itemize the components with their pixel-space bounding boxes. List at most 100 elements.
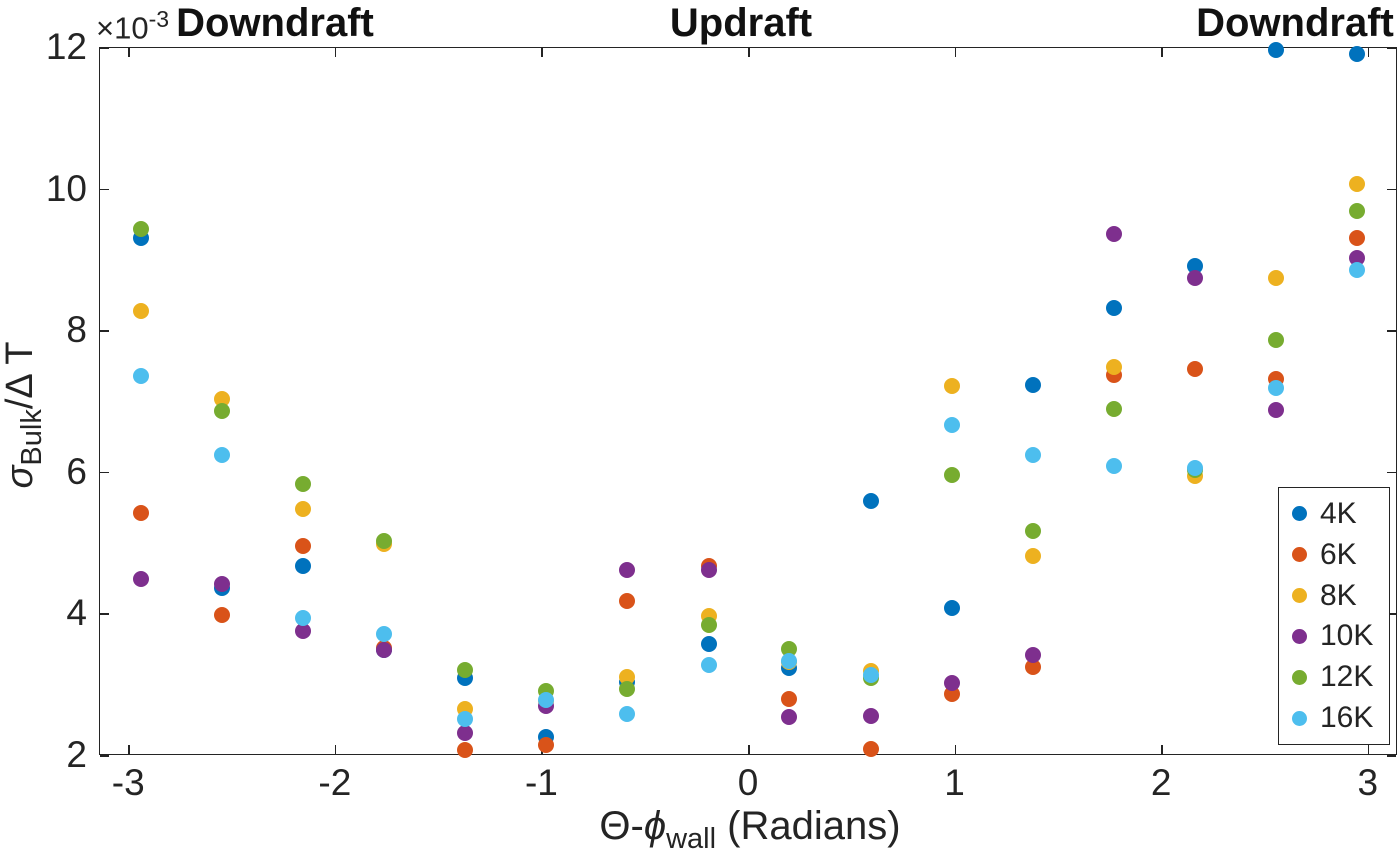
x-tick-label: 0	[737, 762, 759, 803]
exponent-base: ×10	[96, 10, 149, 46]
y-tick-mark	[100, 755, 109, 757]
data-point-12K	[457, 662, 474, 679]
data-point-12K	[1349, 202, 1366, 219]
data-point-4K	[1187, 258, 1204, 275]
data-point-10K	[619, 561, 636, 578]
data-point-8K	[1349, 175, 1366, 192]
data-point-12K	[619, 680, 636, 697]
data-point-6K	[1349, 229, 1366, 246]
data-point-12K	[213, 403, 230, 420]
legend-marker-8K	[1292, 588, 1307, 604]
x-tick-mark	[334, 745, 337, 754]
data-point-10K	[1187, 270, 1204, 287]
y-tick-label: 4	[66, 592, 87, 634]
x-tick-mark	[954, 745, 957, 754]
data-point-12K	[781, 641, 798, 658]
x-tick-label: 2	[1150, 762, 1172, 803]
data-point-10K	[781, 709, 798, 726]
data-point-10K	[700, 561, 717, 578]
data-point-12K	[132, 220, 149, 237]
data-point-12K	[294, 476, 311, 493]
y-axis-exponent: ×10-3	[96, 6, 169, 46]
legend-marker-4K	[1292, 506, 1307, 522]
data-point-16K	[1024, 447, 1041, 464]
legend-label-10K: 10K	[1320, 619, 1374, 653]
y-tick-mark	[100, 47, 109, 49]
annotation-updraft: Updraft	[669, 1, 813, 45]
x-tick-label: 3	[1357, 762, 1379, 803]
x-tick-label: -2	[318, 762, 352, 803]
data-point-8K	[943, 377, 960, 394]
x-tick-mark-top	[1161, 48, 1163, 57]
plot-area	[99, 42, 1397, 759]
xlabel-subscript: wall	[666, 823, 717, 855]
legend-marker-6K	[1292, 547, 1307, 563]
data-point-8K	[213, 391, 230, 408]
data-point-16K	[1349, 262, 1366, 279]
data-point-16K	[538, 692, 555, 709]
y-tick-mark-right	[1387, 613, 1396, 615]
x-tick-mark	[748, 745, 750, 754]
data-point-6K	[457, 742, 474, 759]
legend-entry-6K: 6K	[1292, 537, 1389, 571]
y-tick-mark	[100, 330, 109, 332]
data-point-4K	[700, 636, 717, 653]
xlabel-suffix: (Radians)	[716, 804, 901, 848]
data-point-10K	[213, 575, 230, 592]
legend-label-6K: 6K	[1320, 537, 1357, 571]
data-point-8K	[1024, 548, 1041, 565]
y-tick-label: 10	[45, 167, 87, 209]
data-point-10K	[862, 708, 879, 725]
y-tick-mark-right	[1387, 471, 1396, 474]
data-point-8K	[619, 668, 636, 685]
data-point-4K	[1349, 45, 1366, 62]
x-axis-label: Θ-ϕwall (Radians)	[599, 804, 900, 856]
ylabel-subscript: Bulk	[15, 409, 48, 466]
x-tick-mark-top	[334, 48, 337, 57]
x-tick-mark-top	[541, 48, 543, 57]
y-axis-label: σBulk/Δ T	[0, 342, 49, 489]
data-point-6K	[1187, 360, 1204, 377]
x-tick-mark	[1161, 745, 1163, 754]
data-point-4K	[1268, 42, 1285, 59]
data-point-12K	[1268, 331, 1285, 348]
data-point-16K	[1187, 459, 1204, 476]
legend-marker-10K	[1292, 628, 1307, 644]
data-point-4K	[294, 558, 311, 575]
legend-label-8K: 8K	[1320, 578, 1357, 612]
y-tick-label: 8	[66, 309, 87, 351]
x-tick-label: -3	[111, 762, 145, 803]
y-tick-mark-right	[1387, 188, 1396, 191]
annotation-downdraft: Downdraft	[176, 1, 374, 45]
data-point-10K	[457, 725, 474, 742]
data-point-16K	[132, 367, 149, 384]
data-point-6K	[619, 592, 636, 609]
data-point-8K	[132, 302, 149, 319]
data-point-4K	[862, 493, 879, 510]
legend: 4K 6K 8K 10K 12K 16K	[1278, 487, 1390, 745]
data-point-16K	[457, 711, 474, 728]
data-point-8K	[1106, 359, 1123, 376]
y-tick-mark	[100, 613, 109, 615]
legend-label-16K: 16K	[1320, 701, 1374, 735]
x-tick-mark	[1367, 745, 1370, 754]
x-tick-label: -1	[524, 762, 558, 803]
ylabel-suffix: /Δ T	[0, 341, 42, 410]
x-tick-mark-top	[954, 48, 957, 57]
data-point-12K	[1024, 522, 1041, 539]
x-tick-mark-top	[1367, 48, 1370, 57]
data-point-16K	[375, 626, 392, 643]
data-point-16K	[619, 705, 636, 722]
data-point-16K	[213, 447, 230, 464]
data-point-10K	[132, 571, 149, 587]
legend-entry-8K: 8K	[1292, 578, 1389, 612]
data-point-12K	[375, 532, 392, 549]
data-point-6K	[132, 505, 149, 522]
annotation-downdraft: Downdraft	[1196, 1, 1394, 45]
data-point-12K	[943, 466, 960, 483]
data-point-16K	[700, 656, 717, 673]
data-point-6K	[862, 740, 879, 757]
x-tick-mark	[128, 745, 130, 754]
y-tick-label: 2	[66, 734, 87, 775]
